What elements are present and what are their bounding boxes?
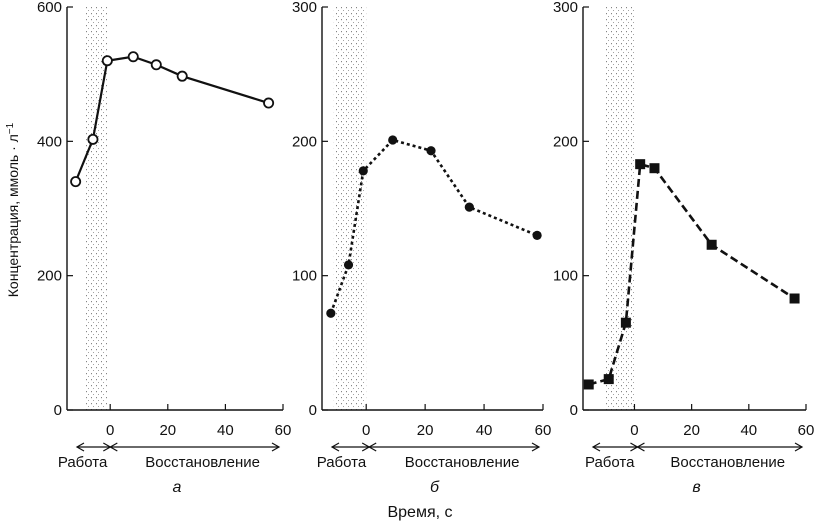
data-point-marker	[70, 176, 82, 188]
y-tick-label: 300	[292, 0, 317, 16]
phase-label-work: Работа	[317, 454, 367, 471]
y-axis-label: Концентрация, ммоль · л−1	[5, 122, 21, 297]
y-axis-label-text: Концентрация, ммоль · л	[5, 134, 21, 297]
data-point-marker	[426, 146, 436, 156]
x-axis-label: Время, с	[387, 504, 452, 521]
data-point-marker	[388, 135, 398, 145]
x-tick-label: 60	[535, 422, 552, 439]
y-tick-label: 200	[292, 133, 317, 150]
phase-label-work: Работа	[58, 454, 108, 471]
phase-arrowhead-right	[531, 442, 541, 452]
work-phase-shading	[333, 7, 367, 410]
data-point-marker	[343, 260, 354, 270]
phase-arrowhead-mid-right	[109, 442, 118, 452]
x-tick-label: 0	[362, 422, 370, 439]
y-tick-label: 600	[37, 0, 62, 16]
y-tick-label: 300	[553, 0, 578, 16]
data-point-marker	[358, 166, 368, 176]
x-tick-label: 20	[683, 422, 700, 439]
phase-label-recovery: Восстановление	[405, 454, 520, 471]
panel-letter: б	[430, 479, 440, 496]
x-tick-label: 0	[106, 422, 114, 439]
data-point-marker	[127, 51, 139, 63]
y-axis-label-superscript: −1	[5, 122, 16, 134]
phase-label-recovery: Восстановление	[670, 454, 785, 471]
data-point-marker	[583, 379, 594, 390]
data-point-marker	[649, 163, 660, 174]
y-tick-label: 0	[570, 402, 578, 419]
panel-letter: в	[692, 479, 700, 496]
x-tick-label: 0	[630, 422, 638, 439]
y-tick-label: 0	[309, 402, 317, 419]
phase-arrowhead-left	[330, 442, 340, 452]
x-tick-label: 40	[740, 422, 757, 439]
data-point-marker	[150, 59, 162, 71]
data-point-marker	[603, 374, 614, 385]
work-phase-shading	[84, 7, 108, 410]
data-point-marker	[176, 70, 188, 82]
data-point-marker	[101, 55, 113, 67]
y-tick-label: 100	[553, 268, 578, 285]
phase-arrowhead-right	[271, 442, 281, 452]
y-tick-label: 0	[54, 402, 62, 419]
data-point-marker	[464, 202, 474, 212]
data-point-marker	[706, 239, 717, 250]
x-tick-label: 60	[275, 422, 292, 439]
work-phase-shading	[605, 7, 635, 410]
chart-panel-2: 0 100 200 300 0 20 40 60 Работа Восстановление б	[292, 0, 551, 496]
phase-arrowhead-left	[75, 442, 85, 452]
y-tick-label: 200	[553, 133, 578, 150]
data-point-marker	[263, 97, 275, 109]
phase-arrowhead-left	[591, 442, 601, 452]
x-tick-label: 20	[417, 422, 434, 439]
x-tick-label: 40	[217, 422, 234, 439]
data-point-marker	[789, 293, 800, 304]
panel-letter: а	[173, 479, 182, 496]
data-point-marker	[326, 308, 336, 318]
y-tick-label: 400	[37, 133, 62, 150]
phase-arrowhead-mid-right	[367, 442, 377, 452]
phase-label-recovery: Восстановление	[145, 454, 260, 471]
y-tick-label: 200	[37, 268, 62, 285]
x-tick-label: 60	[798, 422, 815, 439]
data-point-marker	[635, 159, 646, 170]
chart-panel-3: 0 100 200 300 0 20 40 60 Работа Восстановление в	[553, 0, 814, 496]
data-point-marker	[532, 230, 542, 240]
phase-arrowhead-right	[794, 442, 804, 452]
data-point-marker	[87, 133, 99, 145]
y-tick-label: 100	[292, 268, 317, 285]
phase-label-work: Работа	[585, 454, 635, 471]
chart-panel-1: 0 200 400 600 0 20 40 60 Работа Восстановление а	[37, 0, 291, 496]
x-tick-label: 40	[476, 422, 493, 439]
x-tick-label: 20	[159, 422, 176, 439]
phase-arrowhead-mid-right	[636, 442, 645, 452]
data-point-marker	[620, 317, 631, 328]
